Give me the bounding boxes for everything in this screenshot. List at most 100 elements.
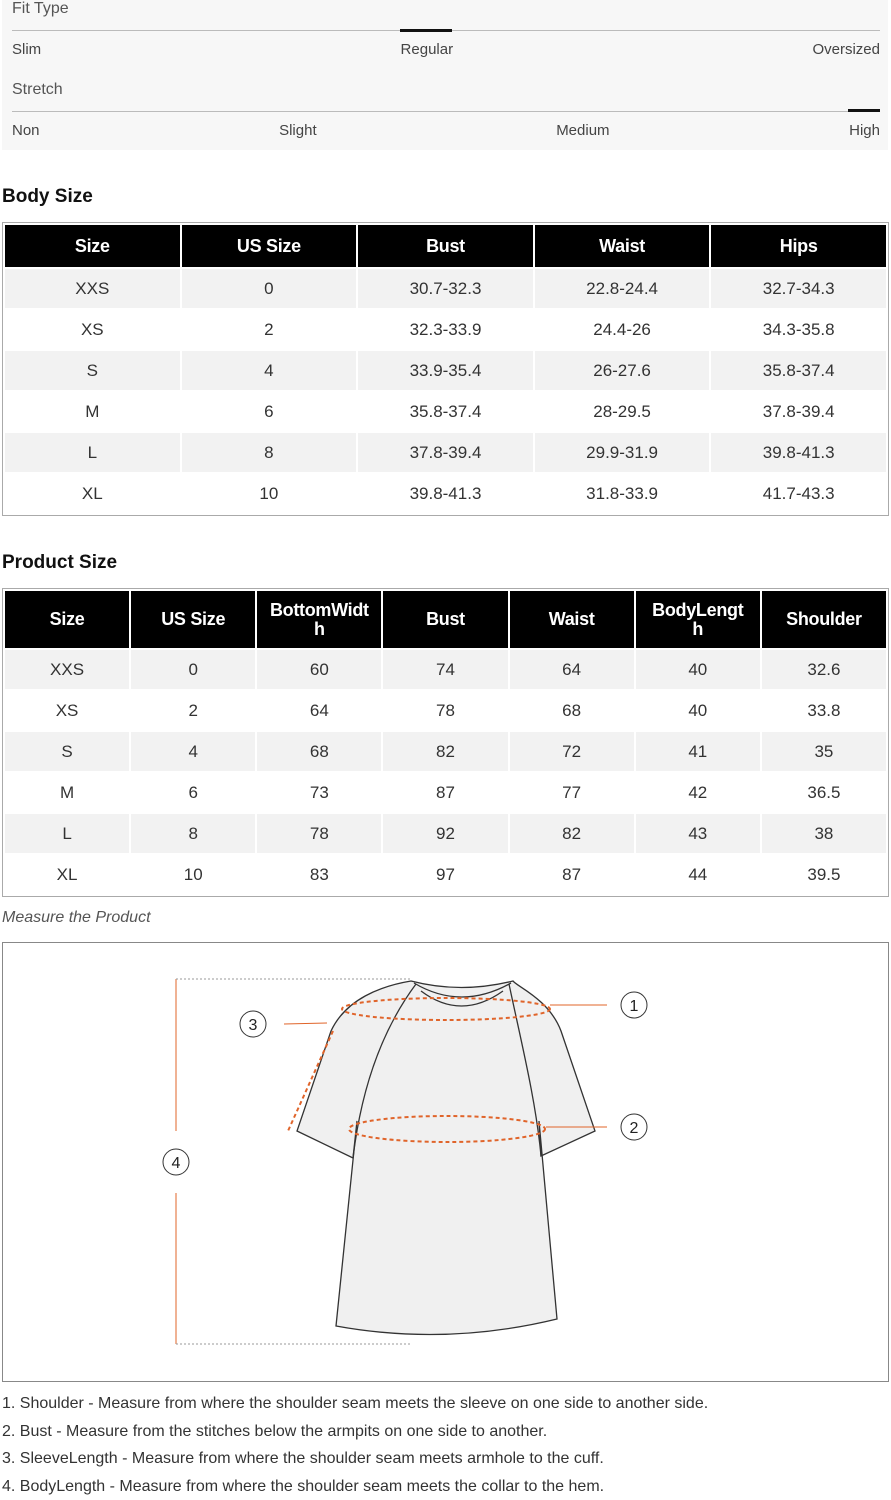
header-cell: Bust [358, 225, 533, 267]
row: XXS 0 30.7-32.3 22.8-24.4 32.7-34.3 [5, 269, 886, 308]
fit-options: Slim Regular Oversized [12, 41, 880, 58]
cell: 8 [131, 814, 256, 853]
cell: 8 [181, 433, 357, 472]
diagram-caption: Measure the Product [2, 909, 151, 926]
fit-indicator [400, 29, 452, 32]
header-cell: BottomWidth [257, 591, 382, 648]
option: Slim [12, 41, 42, 58]
cell: M [59, 782, 75, 802]
cell: 2 [188, 700, 198, 720]
cell: 6 [264, 401, 274, 421]
cell: 39.8-41.3 [711, 433, 886, 472]
header-cell: Size [5, 591, 130, 648]
body-size-table: Size US Size Bust Waist Hips XXS 0 30.7-32.3 22.… [2, 222, 889, 516]
cell: 92 [383, 814, 508, 853]
cell: XL [81, 483, 103, 503]
cell: 87 [436, 782, 455, 802]
note: 1. Shoulder - Measure from where the sho… [2, 1395, 709, 1412]
cell: 87 [562, 864, 582, 884]
marker-circle [162, 1148, 190, 1176]
row: S 4 33.9-35.4 26-27.6 35.8-37.4 [5, 351, 886, 390]
header-row: Size US Size Bust Waist Hips [5, 225, 886, 267]
header-cell: Waist [534, 225, 710, 267]
cell: 64 [309, 700, 329, 720]
cell: 0 [131, 650, 256, 689]
row: XXS 0 60 74 64 40 32.6 [5, 650, 886, 689]
cell: 78 [436, 700, 455, 720]
cell: XXS [5, 269, 180, 308]
marker-circle [620, 991, 648, 1019]
cell: S [5, 351, 180, 390]
header-cell: Size [5, 225, 180, 267]
marker-label: 2 [630, 1120, 639, 1137]
cell: 32.3-33.9 [409, 319, 482, 339]
cell: 64 [509, 650, 634, 689]
cell: 40 [635, 650, 760, 689]
cell: 6 [188, 782, 198, 802]
cell: 78 [257, 814, 382, 853]
cell: 73 [309, 782, 329, 802]
cell: 82 [383, 732, 508, 771]
header-cell: Waist [509, 591, 634, 648]
marker-circle [239, 1010, 267, 1038]
option: Medium [556, 122, 610, 139]
product-size-title: Product Size [2, 552, 118, 573]
option: Oversized [812, 41, 880, 58]
cell: M [85, 401, 100, 421]
leaders [175, 979, 607, 1344]
cell: 30.7-32.3 [358, 269, 533, 308]
stretch-label: Stretch [12, 81, 63, 98]
cell: XXS [5, 650, 130, 689]
cell: 33.8 [807, 700, 841, 720]
shirt [296, 980, 596, 1336]
cell: S [5, 732, 130, 771]
cell: 40 [688, 700, 708, 720]
header-cell: Shoulder [761, 591, 886, 648]
stretch-track [12, 111, 880, 112]
row: M 6 35.8-37.4 28-29.5 37.8-39.4 [5, 392, 886, 431]
note: 4. BodyLength - Measure from where the s… [2, 1477, 605, 1495]
header-cell: Hips [711, 225, 886, 267]
cell: 4 [131, 732, 256, 771]
cell: 32.6 [761, 650, 886, 689]
cell: 34.3-35.8 [762, 319, 835, 339]
cell: 68 [562, 700, 582, 720]
row: XL 10 39.8-41.3 31.8-33.9 41.7-43.3 [5, 474, 886, 513]
cell: L [5, 433, 180, 472]
cell: 28-29.5 [593, 401, 651, 421]
cell: 37.8-39.4 [358, 433, 533, 472]
cell: 2 [264, 319, 274, 339]
cell: 68 [257, 732, 382, 771]
cell: L [5, 814, 130, 853]
option: High [849, 122, 880, 139]
cell: 37.8-39.4 [762, 401, 835, 421]
cell: 35.8-37.4 [409, 401, 482, 421]
header-cell: Bust [383, 591, 508, 648]
header-cell: US Size [131, 591, 256, 648]
cell: 82 [509, 814, 634, 853]
cell: 60 [257, 650, 382, 689]
row: L 8 78 92 82 43 38 [5, 814, 886, 853]
cell: 36.5 [807, 782, 841, 802]
cell: 4 [181, 351, 357, 390]
cell: 29.9-31.9 [534, 433, 710, 472]
cell: 10 [183, 864, 203, 884]
cell: 32.7-34.3 [711, 269, 886, 308]
cell: 43 [635, 814, 760, 853]
marker-label: 4 [172, 1155, 181, 1172]
marker-circle [620, 1113, 648, 1141]
product-size-table: Size US Size BottomWidth Bust Waist BodyLengt… [2, 588, 889, 897]
header-cell: BodyLength [635, 591, 760, 648]
row: XL 10 83 97 87 44 39.5 [5, 855, 886, 894]
note: 3. SleeveLength - Measure from where the… [2, 1450, 604, 1467]
shirt-diagram: 1 2 3 4 [162, 978, 648, 1345]
option: Regular [400, 41, 454, 58]
cell: 31.8-33.9 [586, 483, 658, 503]
measure-lines [287, 997, 551, 1143]
cell: 83 [309, 864, 329, 884]
cell: XS [80, 319, 104, 339]
cell: XL [56, 864, 78, 884]
cell: 42 [688, 782, 708, 802]
cell: 22.8-24.4 [534, 269, 710, 308]
